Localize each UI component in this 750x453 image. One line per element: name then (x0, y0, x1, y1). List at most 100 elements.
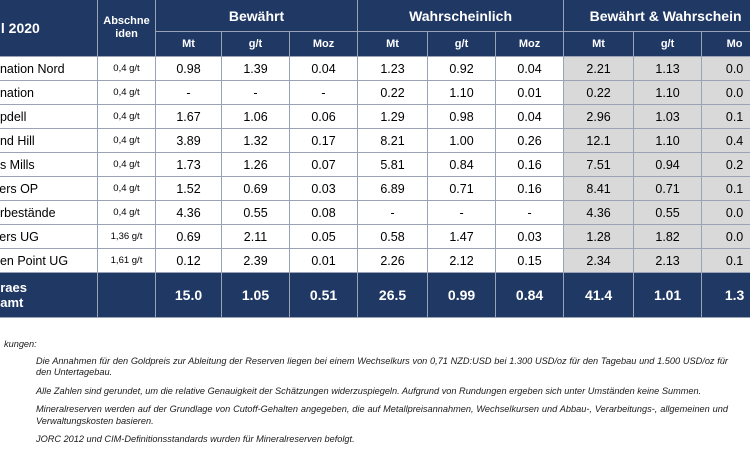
cutoff-grade: 0,4 g/t (97, 104, 156, 129)
value-cell: 0.17 (288, 128, 359, 153)
value-cell: - (288, 80, 359, 105)
cutoff-grade: 1,61 g/t (97, 248, 156, 273)
table-row: epdell0,4 g/t1.671.060.061.290.980.042.9… (0, 104, 750, 129)
value-cell: 0.08 (288, 200, 359, 225)
cutoff-grade: 0,4 g/t (97, 128, 156, 153)
value-cell: 1.28 (563, 224, 635, 249)
sub-header: Mo (701, 31, 750, 57)
cutoff-grade: 0,4 g/t (97, 152, 156, 177)
value-cell: - (357, 200, 429, 225)
deposit-name: sers OP (0, 176, 98, 201)
value-cell: 0.04 (288, 56, 359, 81)
value-cell: 2.26 (357, 248, 429, 273)
value-cell: 0.06 (288, 104, 359, 129)
table-row: sers OP0,4 g/t1.520.690.036.890.710.168.… (0, 176, 750, 201)
footnote-item: Die Annahmen für den Goldpreis zur Ablei… (36, 355, 728, 378)
sub-header: g/t (427, 31, 497, 57)
value-cell: 4.36 (155, 200, 222, 225)
value-cell: 2.11 (221, 224, 290, 249)
group-header-probable: Wahrscheinlich (357, 0, 565, 32)
reserves-table: ll 2020 Abschne iden Bewährt Wahrscheinl… (0, 0, 750, 318)
total-cell: 26.5 (357, 272, 429, 318)
deposit-name: onation Nord (0, 56, 98, 81)
value-cell: 0.1 (701, 104, 750, 129)
cutoff-grade: 0,4 g/t (97, 200, 156, 225)
value-cell: 0.71 (633, 176, 703, 201)
value-cell: 1.13 (633, 56, 703, 81)
value-cell: 0.55 (221, 200, 290, 225)
value-cell: 6.89 (357, 176, 429, 201)
sub-header: Moz (288, 31, 359, 57)
value-cell: 0.16 (495, 176, 565, 201)
value-cell: 0.71 (427, 176, 497, 201)
value-cell: 0.03 (288, 176, 359, 201)
sub-header: Mt (357, 31, 429, 57)
value-cell: 1.29 (357, 104, 429, 129)
total-cell: 15.0 (155, 272, 222, 318)
value-cell: 1.32 (221, 128, 290, 153)
total-cell: 1.01 (633, 272, 703, 318)
value-cell: 0.94 (633, 152, 703, 177)
value-cell: 0.69 (155, 224, 222, 249)
cutoff-grade: 0,4 g/t (97, 56, 156, 81)
value-cell: 2.96 (563, 104, 635, 129)
value-cell: 1.10 (633, 128, 703, 153)
value-cell: 0.03 (495, 224, 565, 249)
value-cell: 0.55 (633, 200, 703, 225)
footnote-item: Mineralreserven werden auf der Grundlage… (36, 404, 728, 426)
value-cell: 2.39 (221, 248, 290, 273)
value-cell: 2.21 (563, 56, 635, 81)
value-cell: 1.67 (155, 104, 222, 129)
value-cell: 8.41 (563, 176, 635, 201)
value-cell: - (221, 80, 290, 105)
value-cell: 0.98 (155, 56, 222, 81)
value-cell: 0.04 (495, 104, 565, 129)
cutoff-grade: 0,4 g/t (97, 176, 156, 201)
sub-header: g/t (633, 31, 703, 57)
cutoff-header: Abschne iden (97, 0, 156, 57)
total-cell: 1.05 (221, 272, 290, 318)
value-cell: 0.92 (427, 56, 497, 81)
value-cell: 12.1 (563, 128, 635, 153)
group-header-proven-probable: Bewährt & Wahrschein (563, 0, 750, 32)
deposit-name: es Mills (0, 152, 98, 177)
value-cell: 0.26 (495, 128, 565, 153)
value-cell: 1.03 (633, 104, 703, 129)
value-cell: 0.22 (563, 80, 635, 105)
value-cell: 0.98 (427, 104, 497, 129)
deposit-name: erbestände (0, 200, 98, 225)
value-cell: 0.58 (357, 224, 429, 249)
sub-header: Moz (495, 31, 565, 57)
value-cell: 3.89 (155, 128, 222, 153)
table-row: den Point UG 1,61 g/t 0.12 2.39 0.01 2.26 2.12… (0, 248, 750, 273)
value-cell: 2.34 (563, 248, 635, 273)
table-row: erbestände0,4 g/t4.360.550.08---4.360.55… (0, 200, 750, 225)
value-cell: 1.00 (427, 128, 497, 153)
total-cell: 41.4 (563, 272, 635, 318)
value-cell: 0.0 (701, 80, 750, 105)
value-cell: 0.01 (288, 248, 359, 273)
footnotes: kungen: Die Annahmen für den Goldpreis z… (0, 339, 750, 453)
value-cell: 1.47 (427, 224, 497, 249)
value-cell: 1.10 (427, 80, 497, 105)
total-cell: 1.3 (701, 272, 750, 318)
value-cell: 1.39 (221, 56, 290, 81)
value-cell: 0.0 (701, 200, 750, 225)
total-label-line1: craes (0, 280, 27, 295)
total-cutoff-cell (97, 272, 156, 318)
value-cell: 0.84 (427, 152, 497, 177)
deposit-name: den Point UG (0, 248, 98, 273)
deposit-name: und Hill (0, 128, 98, 153)
value-cell: 1.82 (633, 224, 703, 249)
value-cell: - (155, 80, 222, 105)
cutoff-grade: 0,4 g/t (97, 80, 156, 105)
total-cell: 0.84 (495, 272, 565, 318)
cutoff-header-label: Abschne iden (103, 15, 150, 40)
value-cell: 1.23 (357, 56, 429, 81)
value-cell: 0.1 (701, 176, 750, 201)
value-cell: 1.73 (155, 152, 222, 177)
